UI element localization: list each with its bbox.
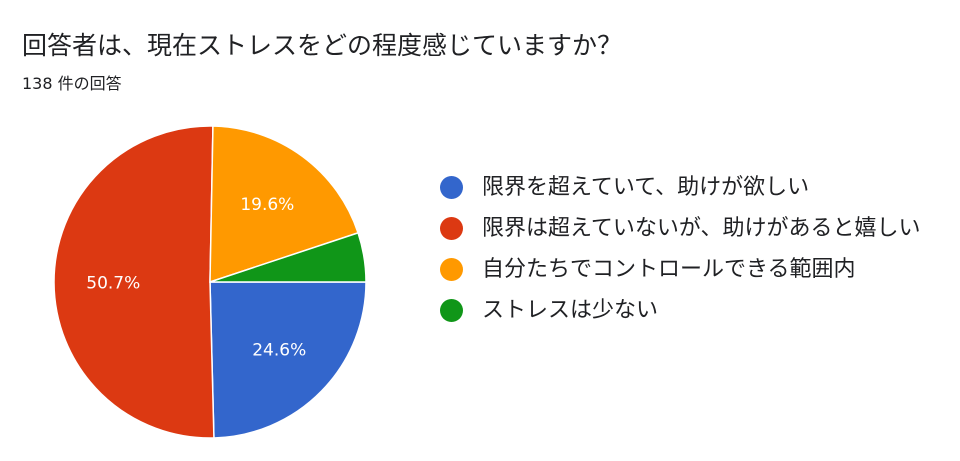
pie-slice-low-stress (209, 231, 367, 283)
legend-item: ストレスは少ない (440, 293, 940, 328)
chart-title: 回答者は、現在ストレスをどの程度感じていますか？ (22, 31, 623, 60)
slice-label-manageable: 19.6% (240, 195, 294, 215)
legend-swatch (440, 299, 463, 322)
legend: 限界を超えていて、助けが欲しい 限界は超えていないが、助けがあると嬉しい 自分た… (440, 170, 940, 334)
legend-label: 自分たちでコントロールできる範囲内 (482, 257, 856, 282)
legend-label: 限界は超えていないが、助けがあると嬉しい (482, 216, 921, 241)
response-count: 138 件の回答 (22, 74, 122, 93)
legend-item: 自分たちでコントロールできる範囲内 (440, 252, 940, 287)
legend-swatch (440, 176, 463, 199)
legend-label: 限界を超えていて、助けが欲しい (482, 175, 810, 200)
pie-slice-limit-exceeded (209, 281, 367, 439)
slice-label-limit-exceeded: 24.6% (252, 341, 306, 361)
legend-swatch (440, 217, 463, 240)
legend-swatch (440, 258, 463, 281)
legend-label: ストレスは少ない (482, 298, 659, 323)
legend-item: 限界は超えていないが、助けがあると嬉しい (440, 211, 940, 246)
pie-slice-help-welcome (53, 125, 215, 439)
legend-item: 限界を超えていて、助けが欲しい (440, 170, 940, 205)
pie-slice-manageable (209, 125, 360, 284)
slice-label-help-welcome: 50.7% (86, 273, 140, 293)
